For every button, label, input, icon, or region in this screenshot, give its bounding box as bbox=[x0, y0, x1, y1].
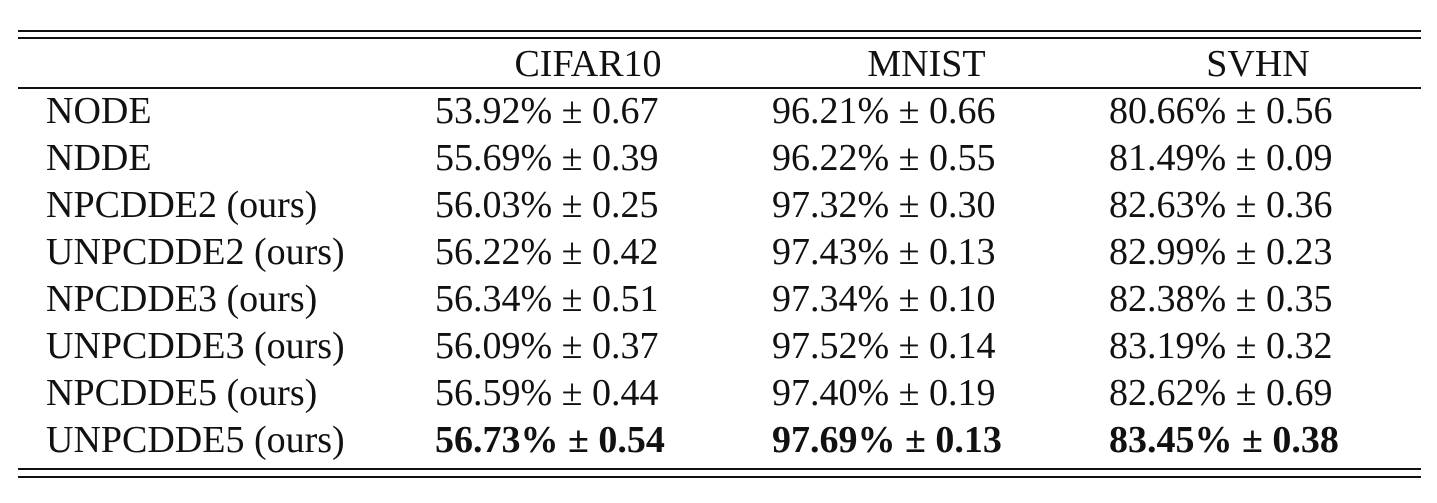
table-row: UNPCDDE3 (ours) 56.09% ± 0.37 97.52% ± 0… bbox=[18, 323, 1421, 370]
table-row: NODE 53.92% ± 0.67 96.21% ± 0.66 80.66% … bbox=[18, 88, 1421, 135]
svhn-cell: 80.66% ± 0.56 bbox=[1109, 90, 1333, 132]
header-cifar10: CIFAR10 bbox=[514, 43, 662, 85]
method-cell: NODE bbox=[46, 90, 152, 132]
method-cell: NPCDDE5 (ours) bbox=[46, 372, 318, 414]
mnist-cell: 97.43% ± 0.13 bbox=[772, 231, 996, 273]
svhn-cell: 82.38% ± 0.35 bbox=[1109, 278, 1333, 320]
header-method bbox=[18, 40, 418, 88]
svhn-cell: 83.19% ± 0.32 bbox=[1109, 325, 1333, 367]
header-mnist: MNIST bbox=[867, 43, 986, 85]
mnist-cell-best: 97.69% ± 0.13 bbox=[772, 419, 1002, 461]
table-row: NDDE 55.69% ± 0.39 96.22% ± 0.55 81.49% … bbox=[18, 135, 1421, 182]
method-cell: UNPCDDE3 (ours) bbox=[46, 325, 345, 367]
method-cell: UNPCDDE5 (ours) bbox=[46, 419, 345, 461]
svhn-cell: 82.63% ± 0.36 bbox=[1109, 184, 1333, 226]
top-rule-outer bbox=[18, 30, 1421, 32]
mnist-cell: 97.34% ± 0.10 bbox=[772, 278, 996, 320]
cifar10-cell: 53.92% ± 0.67 bbox=[435, 90, 659, 132]
cifar10-cell: 55.69% ± 0.39 bbox=[435, 137, 659, 179]
header-svhn: SVHN bbox=[1206, 43, 1310, 85]
bottom-rule-outer bbox=[18, 476, 1421, 478]
cifar10-cell: 56.03% ± 0.25 bbox=[435, 184, 659, 226]
svhn-cell: 82.62% ± 0.69 bbox=[1109, 372, 1333, 414]
mnist-cell: 96.21% ± 0.66 bbox=[772, 90, 996, 132]
table-row-best: UNPCDDE5 (ours) 56.73% ± 0.54 97.69% ± 0… bbox=[18, 417, 1421, 464]
cifar10-cell: 56.59% ± 0.44 bbox=[435, 372, 659, 414]
svhn-cell-best: 83.45% ± 0.38 bbox=[1109, 419, 1339, 461]
mnist-cell: 96.22% ± 0.55 bbox=[772, 137, 996, 179]
method-cell: NDDE bbox=[46, 137, 152, 179]
mnist-cell: 97.52% ± 0.14 bbox=[772, 325, 996, 367]
cifar10-cell: 56.09% ± 0.37 bbox=[435, 325, 659, 367]
svhn-cell: 82.99% ± 0.23 bbox=[1109, 231, 1333, 273]
svhn-cell: 81.49% ± 0.09 bbox=[1109, 137, 1333, 179]
table-row: NPCDDE5 (ours) 56.59% ± 0.44 97.40% ± 0.… bbox=[18, 370, 1421, 417]
table-row: UNPCDDE2 (ours) 56.22% ± 0.42 97.43% ± 0… bbox=[18, 229, 1421, 276]
header-rule bbox=[18, 87, 1421, 89]
mnist-cell: 97.32% ± 0.30 bbox=[772, 184, 996, 226]
cifar10-cell-best: 56.73% ± 0.54 bbox=[435, 419, 665, 461]
bottom-rule-inner bbox=[18, 468, 1421, 470]
table-row: NPCDDE3 (ours) 56.34% ± 0.51 97.34% ± 0.… bbox=[18, 276, 1421, 323]
method-cell: NPCDDE3 (ours) bbox=[46, 278, 318, 320]
table-row: NPCDDE2 (ours) 56.03% ± 0.25 97.32% ± 0.… bbox=[18, 182, 1421, 229]
results-table: CIFAR10 MNIST SVHN NODE 53.92% ± 0.67 96… bbox=[18, 40, 1421, 464]
method-cell: UNPCDDE2 (ours) bbox=[46, 231, 345, 273]
method-cell: NPCDDE2 (ours) bbox=[46, 184, 318, 226]
mnist-cell: 97.40% ± 0.19 bbox=[772, 372, 996, 414]
top-rule-inner bbox=[18, 37, 1421, 39]
cifar10-cell: 56.22% ± 0.42 bbox=[435, 231, 659, 273]
cifar10-cell: 56.34% ± 0.51 bbox=[435, 278, 659, 320]
header-row: CIFAR10 MNIST SVHN bbox=[18, 40, 1421, 88]
